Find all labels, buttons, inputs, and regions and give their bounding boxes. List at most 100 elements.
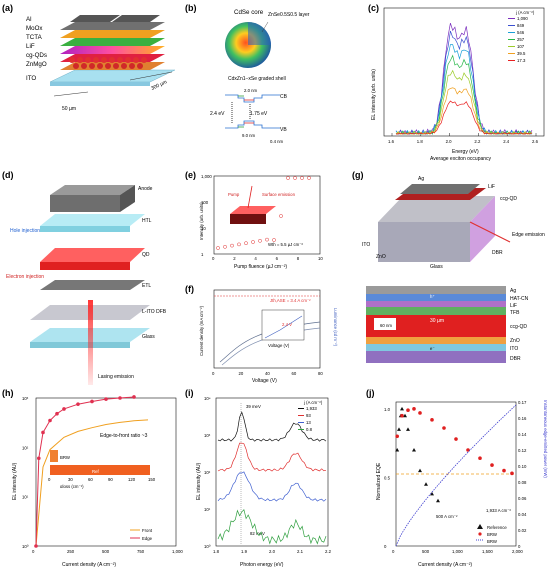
y-tick-label: 100 (201, 200, 209, 205)
x-tick-label: 500 (422, 549, 430, 554)
band-diagram (225, 94, 280, 129)
reference-point (436, 498, 440, 503)
x-tick-label: 40 (265, 371, 270, 376)
y-tick-label: 10³ (22, 396, 29, 401)
dimension-label: 50 µm (62, 106, 76, 112)
legend-label: 1,090 (517, 16, 528, 21)
data-point (300, 176, 304, 180)
x-tick-label: 1,500 (482, 549, 493, 554)
data-point (216, 246, 220, 250)
reference-point (424, 482, 428, 486)
reference-point (397, 427, 401, 431)
brw-point (418, 411, 422, 415)
y-tick-label: 1.0 (384, 407, 391, 412)
reference-point (418, 468, 422, 473)
x-axis-label: Voltage (V) (252, 378, 277, 384)
data-point (223, 244, 227, 249)
core-label: CdSe core (234, 9, 264, 16)
energy-label: 2.4 eV (210, 111, 225, 117)
legend-label: 13 (306, 420, 311, 425)
legend-label: 39.5 (517, 51, 526, 56)
inset-x-label: αloss (cm⁻¹) (60, 484, 84, 489)
layer-label: LiF (26, 43, 35, 50)
surface-emission-label: Surface emission (262, 192, 296, 197)
brw-point (395, 434, 400, 439)
x-tick-label: 1,000 (172, 549, 183, 554)
legend-edge: Edge (142, 536, 153, 541)
y2-tick-label: 0.14 (518, 432, 527, 437)
electron-label: e⁻ (430, 346, 435, 351)
spectrum-line (395, 69, 533, 135)
x-tick-label: 2,000 (512, 549, 523, 554)
layers-labels: Al MoOx TCTA LiF cg-QDs ZnMgO ITO (26, 16, 47, 82)
reference-point (400, 406, 404, 411)
stack-label: ZnO (510, 338, 520, 344)
panel-j-letter: (j) (366, 388, 375, 398)
device-stack-a (49, 15, 176, 97)
legend-label: 257 (517, 37, 525, 42)
panel-b: (b) CdSe core ZnSe0.5S0.5 layer CdxZn1−x… (185, 3, 310, 144)
y-axis-label: EL intensity (AU) (196, 462, 202, 500)
x-tick-label: 1.8 (417, 139, 424, 144)
data-point (307, 176, 311, 180)
etl-label: ETL (142, 283, 151, 289)
panel-c-letter: (c) (368, 3, 379, 13)
panel-f: (f) Current density (mA cm⁻²) Luminance … (185, 284, 338, 384)
y-tick-label: 10¹ (22, 495, 29, 500)
hole-label: h⁺ (430, 294, 435, 299)
y-tick-label: 10⁰ (22, 544, 29, 549)
x-tick-label: 2.2 (325, 549, 332, 554)
x-tick-label: 8 (297, 256, 300, 261)
y-tick-label: 0.5 (384, 475, 391, 480)
legend-label: 1,933 (306, 406, 317, 411)
g-layer-label: Ag (418, 176, 424, 182)
stack-label: TFB (510, 310, 520, 316)
g-layer-label: LiF (488, 184, 495, 190)
brw-point (412, 407, 416, 411)
y-tick-label: 10⁴ (204, 396, 211, 401)
y-axis-label: EL intensity (arb. units) (371, 69, 377, 120)
x-axis-label: Photon energy (eV) (240, 562, 284, 568)
x-axis-label-2: Average exciton occupancy (430, 156, 492, 162)
x-tick-label: 2.4 (503, 139, 510, 144)
legend: Reference BRW BRW (476, 524, 507, 544)
x-tick-label: 0 (212, 371, 215, 376)
brw-point (400, 413, 404, 418)
y2-tick-label: 0.08 (518, 480, 527, 485)
inset-x-tick-label: 150 (148, 477, 156, 482)
legend-reference: Reference (487, 525, 507, 530)
power-line (395, 404, 517, 547)
x-tick-label: 2.2 (474, 139, 481, 144)
x-tick-label: 250 (67, 549, 75, 554)
spectrum-line (217, 411, 327, 442)
layer-label: cg-QDs (26, 52, 47, 59)
y-tick-label: 1,000 (201, 174, 212, 179)
legend-title: j (A cm⁻²) (515, 10, 535, 15)
dimension-label: 300 µm (150, 79, 168, 92)
ticks: 0 500 1,000 1,500 2,00000.51.000.020.040.060… (384, 400, 527, 554)
spectrum-line (395, 54, 533, 135)
inset-x-tick-label: 90 (108, 477, 113, 482)
brw-point (502, 468, 506, 473)
panel-a-letter: (a) (2, 3, 13, 13)
series-line (35, 396, 135, 547)
x-axis-label: Current density (A cm⁻²) (418, 562, 472, 568)
y-tick-label: 10² (204, 470, 211, 475)
stack-label: ccg-QD (510, 324, 527, 330)
y-tick-label: 0 (384, 544, 387, 549)
y2-tick-label: 0.02 (518, 528, 527, 533)
panel-h-letter: (h) (2, 388, 14, 398)
x-tick-label: 1,000 (452, 549, 463, 554)
panel-i-letter: (i) (185, 388, 194, 398)
x-tick-label: 2.1 (297, 549, 304, 554)
x-tick-label: 10 (318, 256, 323, 261)
panel-d-letter: (d) (2, 170, 14, 180)
x-tick-label: 2.6 (532, 139, 539, 144)
x-tick-label: 750 (137, 549, 145, 554)
brw-point (478, 456, 482, 461)
plot-frame (215, 397, 329, 547)
inset-x-label: Voltage (V) (268, 343, 290, 348)
y-tick-label: 10² (22, 445, 29, 450)
x-tick-label: 2.0 (269, 549, 276, 554)
energy-label: 1.75 eV (250, 111, 268, 117)
